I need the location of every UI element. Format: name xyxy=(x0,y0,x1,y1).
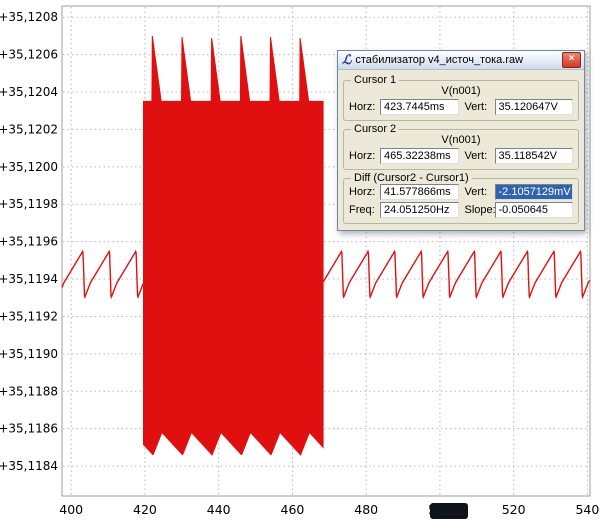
y-tick-label: +35,1188 xyxy=(0,384,58,398)
dialog-titlebar[interactable]: ℒ стабилизатор v4_источ_тока.raw × xyxy=(338,51,584,70)
cursor1-horz-label: Horz: xyxy=(349,101,376,113)
ripple-trace xyxy=(61,249,144,300)
y-tick-label: +35,1186 xyxy=(0,422,58,436)
dialog-title: стабилизатор v4_источ_тока.raw xyxy=(355,54,524,66)
diff-freq-field[interactable]: 24.051250Hz xyxy=(380,202,459,218)
y-tick-label: +35,1202 xyxy=(0,122,58,136)
cursor1-group-label: Cursor 1 xyxy=(351,74,400,86)
diff-group: Diff (Cursor2 - Cursor1) Horz: 41.577866… xyxy=(343,172,579,224)
diff-row-2: Freq: 24.051250Hz Slope: -0.050645 xyxy=(349,202,573,218)
cursor1-signal-name: V(n001) xyxy=(441,85,481,97)
cursor1-horz-field[interactable]: 423.7445ms xyxy=(380,99,459,115)
y-tick-label: +35,1198 xyxy=(0,197,58,211)
diff-slope-label: Slope: xyxy=(464,204,496,216)
x-tick-label: 460 xyxy=(281,502,305,517)
y-tick-label: +35,1190 xyxy=(0,347,58,361)
diff-vert-field[interactable]: -2.1057129mV xyxy=(494,184,573,200)
diff-horz-field[interactable]: 41.577866ms xyxy=(380,184,459,200)
diff-horz-label: Horz: xyxy=(349,186,376,198)
x-tick-label: 520 xyxy=(502,502,526,517)
y-tick-label: +35,1192 xyxy=(0,309,58,323)
cursor2-row: Horz: 465.32238ms Vert: 35.118542V xyxy=(349,148,573,164)
diff-freq-label: Freq: xyxy=(349,204,375,216)
x-tick-label: 440 xyxy=(207,502,231,517)
ltspice-logo-icon: ℒ xyxy=(342,52,352,68)
burst-trace xyxy=(143,35,324,456)
ripple-trace xyxy=(322,249,591,300)
taskbar-fragment xyxy=(430,503,468,519)
cursor2-vert-label: Vert: xyxy=(464,150,488,162)
y-tick-label: +35,1204 xyxy=(0,85,58,99)
close-icon: × xyxy=(568,53,575,64)
x-tick-label: 400 xyxy=(59,502,83,517)
cursor2-group-label: Cursor 2 xyxy=(351,123,400,135)
diff-group-label: Diff (Cursor2 - Cursor1) xyxy=(351,172,472,184)
diff-slope-field[interactable]: -0.050645 xyxy=(494,202,573,218)
cursor2-vert-field[interactable]: 35.118542V xyxy=(494,148,573,164)
cursor1-vert-field[interactable]: 35.120647V xyxy=(494,99,573,115)
x-tick-label: 540 xyxy=(575,502,599,517)
dialog-body: Cursor 1 V(n001) Horz: 423.7445ms Vert: … xyxy=(338,70,584,230)
cursor2-signal-name: V(n001) xyxy=(441,134,481,146)
cursor2-group: Cursor 2 V(n001) Horz: 465.32238ms Vert:… xyxy=(343,123,579,170)
close-button[interactable]: × xyxy=(562,52,581,68)
y-tick-label: +35,1206 xyxy=(0,48,58,62)
y-tick-label: +35,1208 xyxy=(0,10,58,24)
cursor2-horz-field[interactable]: 465.32238ms xyxy=(380,148,459,164)
y-tick-label: +35,1194 xyxy=(0,272,58,286)
diff-row-1: Horz: 41.577866ms Vert: -2.1057129mV xyxy=(349,184,573,200)
cursor-dialog: ℒ стабилизатор v4_источ_тока.raw × Curso… xyxy=(337,50,585,231)
y-tick-label: +35,1196 xyxy=(0,235,58,249)
diff-vert-label: Vert: xyxy=(464,186,488,198)
cursor2-horz-label: Horz: xyxy=(349,150,376,162)
y-tick-label: +35,1200 xyxy=(0,160,58,174)
x-tick-label: 480 xyxy=(354,502,378,517)
x-tick-label: 420 xyxy=(133,502,157,517)
cursor1-vert-label: Vert: xyxy=(464,101,488,113)
cursor1-row: Horz: 423.7445ms Vert: 35.120647V xyxy=(349,99,573,115)
y-tick-label: +35,1184 xyxy=(0,459,58,473)
cursor1-group: Cursor 1 V(n001) Horz: 423.7445ms Vert: … xyxy=(343,74,579,121)
